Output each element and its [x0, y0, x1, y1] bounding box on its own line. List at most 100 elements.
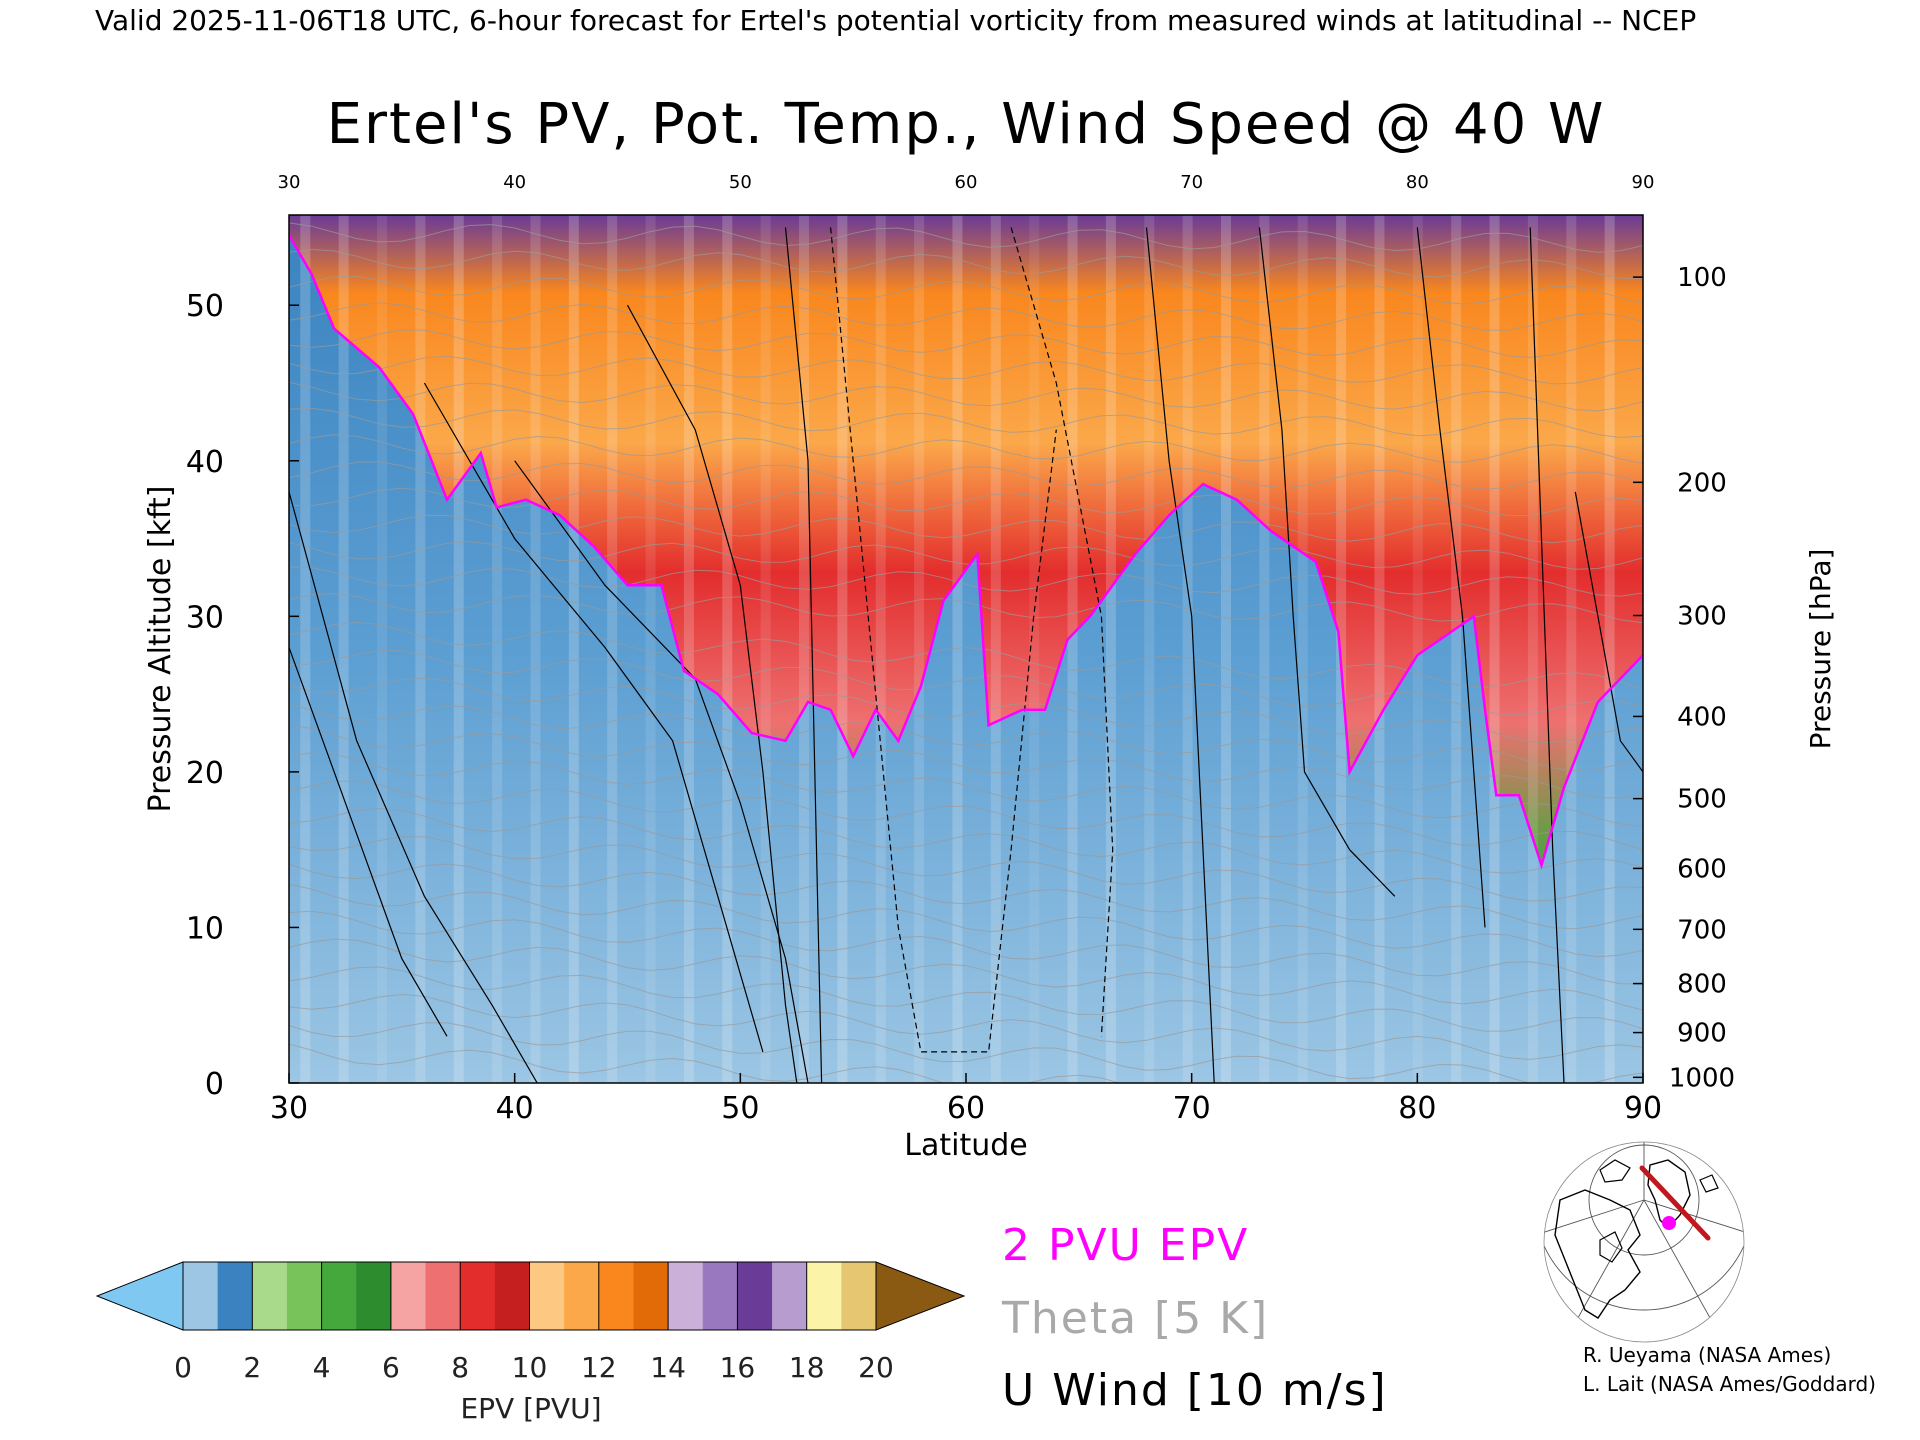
colorbar-tick-label: 14 [650, 1351, 686, 1384]
y-axis-label: Pressure Altitude [kft] [143, 486, 178, 813]
legend: 2 PVU EPV Theta [5 K] U Wind [10 m/s] [1001, 1220, 1388, 1416]
colorbar-tick-label: 18 [789, 1351, 825, 1384]
texture-band [300, 215, 311, 1083]
location-marker [1662, 1216, 1676, 1230]
wind-contour-line [830, 227, 1057, 1053]
theta-contours [289, 222, 1643, 1083]
colorbar-bin [702, 1262, 738, 1330]
texture-band [530, 215, 541, 1083]
x-axis-bottom: 30 40 50 60 70 80 90 [270, 1073, 1662, 1126]
locator-map-background [1542, 1152, 1742, 1334]
y-tick-label: 10 [186, 911, 224, 946]
wind-contour-line [626, 304, 798, 1083]
legend-entry: 2 PVU EPV [1002, 1220, 1249, 1271]
colorbar-bin [425, 1262, 461, 1330]
theta-contour-line [289, 434, 1643, 464]
legend-entry: U Wind [10 m/s] [1002, 1365, 1388, 1416]
theta-contour-line [289, 677, 1643, 744]
texture-band [607, 215, 618, 1083]
x-tick-label: 30 [270, 1091, 308, 1126]
theta-contour-line [289, 650, 1643, 716]
colorbar-over-arrow [875, 1261, 966, 1331]
texture-band [568, 215, 579, 1083]
theta-contour-line [289, 863, 1643, 930]
x-top-tick-label: 50 [729, 172, 752, 193]
texture-band [338, 215, 349, 1083]
pressure-tick-label: 300 [1677, 602, 1727, 632]
y-tick-label: 50 [186, 289, 224, 324]
colorbar-bin [529, 1262, 565, 1330]
vertical-banding [300, 215, 1615, 1083]
texture-band [799, 215, 810, 1083]
theta-contour-line [289, 541, 1643, 570]
texture-band [492, 215, 503, 1083]
texture-band [1374, 215, 1385, 1083]
legend-entry: Theta [5 K] [1001, 1293, 1269, 1344]
texture-band [875, 215, 886, 1083]
colorbar-tick-label: 10 [512, 1351, 548, 1384]
colorbar-bin [217, 1262, 253, 1330]
colorbar-bin [390, 1262, 427, 1330]
theta-contour-line [289, 302, 1643, 331]
colorbar-bin [460, 1262, 496, 1330]
texture-band [1297, 215, 1308, 1083]
y-axis-left: 0 10 20 30 40 50 [186, 289, 299, 1102]
colorbar-under-arrow [95, 1261, 184, 1331]
wind-contour-line [289, 491, 538, 1083]
x-top-tick-label: 40 [503, 172, 526, 193]
x-tick-label: 90 [1624, 1091, 1662, 1126]
texture-band [990, 215, 1001, 1083]
pressure-tick-label: 900 [1677, 1019, 1727, 1049]
theta-contour-line [289, 407, 1643, 439]
wind-contour-line [1416, 227, 1486, 928]
theta-contour-line [289, 1043, 1122, 1083]
colorbar-bin [321, 1262, 357, 1330]
colorbar-bin [737, 1262, 773, 1330]
texture-band [415, 215, 426, 1083]
texture-band [1527, 215, 1538, 1083]
colorbar-label: EPV [PVU] [460, 1392, 601, 1425]
theta-contour-line [289, 248, 1643, 280]
theta-contour-line [289, 807, 1643, 874]
theta-contour-line [289, 938, 1643, 1011]
colorbar-bin [252, 1262, 288, 1330]
colorbar-tick-label: 20 [858, 1351, 894, 1384]
y-axis-right-label: Pressure [hPa] [1804, 549, 1837, 750]
x-axis-label: Latitude [904, 1128, 1027, 1163]
theta-contour-line [289, 1022, 1643, 1083]
pressure-tick-label: 500 [1677, 785, 1727, 815]
colorbar-bin [633, 1262, 669, 1330]
map-meridian [1643, 1199, 1744, 1241]
texture-band [1029, 215, 1040, 1083]
map-latitude-circle [1544, 1142, 1744, 1311]
theta-contour-line [289, 222, 1643, 253]
y-tick-label: 0 [205, 1067, 224, 1102]
pressure-tick-label: 400 [1677, 702, 1727, 732]
x-tick-label: 50 [721, 1091, 759, 1126]
texture-band [1105, 215, 1116, 1083]
texture-band [1604, 215, 1615, 1083]
wind-contours [289, 227, 1643, 1083]
stratosphere-fill [289, 215, 1643, 866]
x-top-tick-label: 80 [1406, 172, 1429, 193]
pressure-tick-label: 700 [1677, 915, 1727, 945]
theta-contour-line [289, 329, 1643, 358]
texture-band [1451, 215, 1462, 1083]
theta-contour-line [289, 752, 1643, 827]
wind-contour-line [1258, 227, 1396, 897]
theta-contour-line [289, 592, 1643, 624]
theta-contour-line [289, 993, 1643, 1060]
colorbar-frame [182, 1261, 877, 1331]
colorbar-tick-label: 6 [382, 1351, 400, 1384]
texture-band [837, 215, 848, 1083]
cross-section-line [1639, 1165, 1711, 1241]
plot-area [289, 215, 1643, 1083]
texture-band [1412, 215, 1423, 1083]
texture-band [1566, 215, 1577, 1083]
theta-contour-line [289, 836, 1643, 902]
theta-contour-line [289, 702, 1643, 772]
theta-contour-line [289, 461, 1643, 490]
x-top-tick-label: 60 [955, 172, 978, 193]
wind-contour-line [1574, 491, 1643, 773]
